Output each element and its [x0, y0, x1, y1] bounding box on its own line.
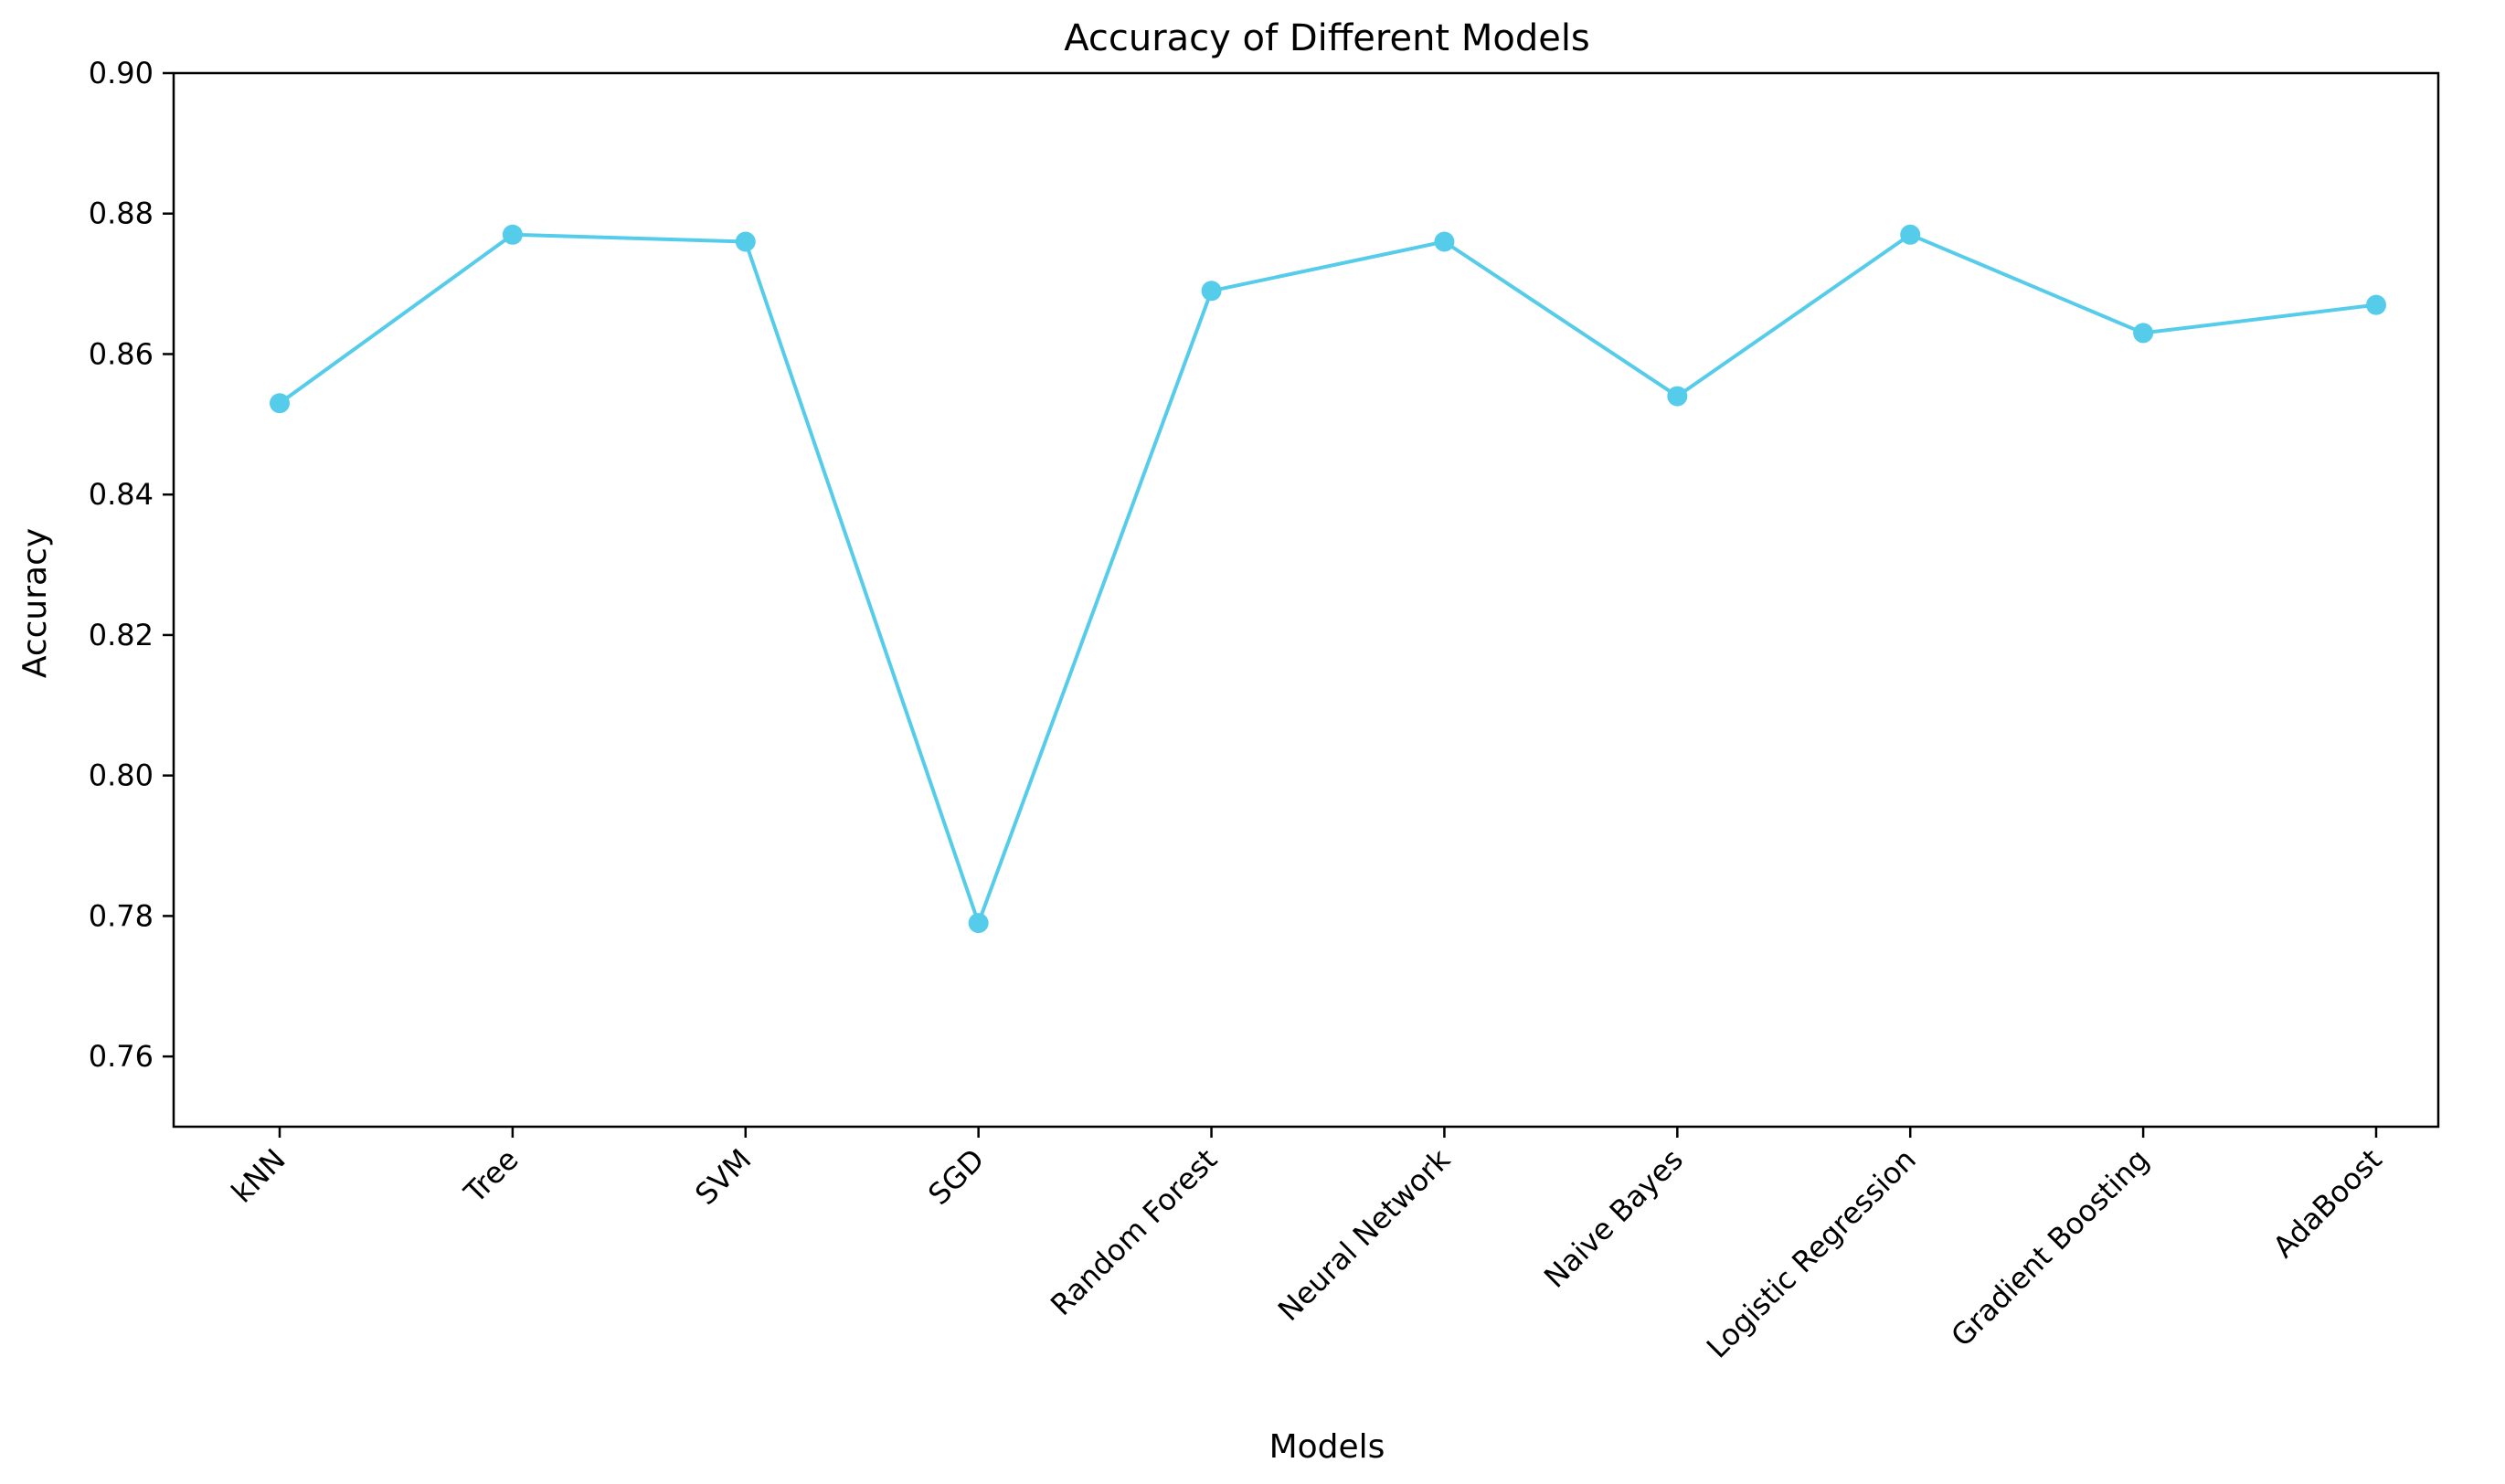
y-axis-label: Accuracy	[16, 528, 54, 678]
x-tick-label: Neural Network	[1271, 1141, 1458, 1328]
x-tick-label: kNN	[225, 1142, 292, 1210]
y-tick-label: 0.80	[89, 758, 154, 793]
data-point	[1900, 224, 1921, 245]
y-tick-label: 0.76	[89, 1039, 154, 1074]
y-tick-label: 0.86	[89, 336, 154, 371]
plot-frame	[172, 71, 2440, 1129]
x-axis-ticks: kNN Tree SVM SGD Random Forest Neural Network…	[225, 1127, 2389, 1365]
x-tick-label: Random Forest	[1044, 1142, 1224, 1322]
x-tick-label: Tree	[457, 1142, 525, 1211]
y-tick-label: 0.82	[89, 618, 154, 652]
y-tick-label: 0.90	[89, 56, 154, 90]
data-point	[1434, 231, 1455, 252]
data-point	[2133, 323, 2154, 344]
y-tick-label: 0.78	[89, 898, 154, 933]
data-point	[270, 393, 290, 414]
x-tick-label: SGD	[921, 1142, 991, 1212]
data-point	[502, 224, 523, 245]
y-tick-label: 0.88	[89, 196, 154, 231]
x-tick-label: AdaBoost	[2266, 1142, 2389, 1265]
data-point	[2366, 294, 2386, 315]
x-tick-label: Logistic Regression	[1700, 1142, 1923, 1365]
data-point	[968, 913, 989, 934]
chart-title: Accuracy of Different Models	[1064, 17, 1590, 59]
data-point	[735, 231, 756, 252]
data-point	[1201, 281, 1222, 302]
x-tick-label: SVM	[688, 1142, 758, 1212]
series-line	[278, 232, 2377, 926]
x-tick-label: Naive Bayes	[1537, 1142, 1690, 1295]
x-axis-label: Models	[1269, 1428, 1385, 1466]
x-tick-label: Gradient Boosting	[1944, 1142, 2155, 1353]
y-axis-ticks: 0.76 0.78 0.80 0.82 0.84 0.86 0.88 0.90	[89, 56, 174, 1074]
accuracy-series	[270, 224, 2386, 934]
data-point	[1667, 386, 1688, 407]
y-tick-label: 0.84	[89, 477, 154, 512]
